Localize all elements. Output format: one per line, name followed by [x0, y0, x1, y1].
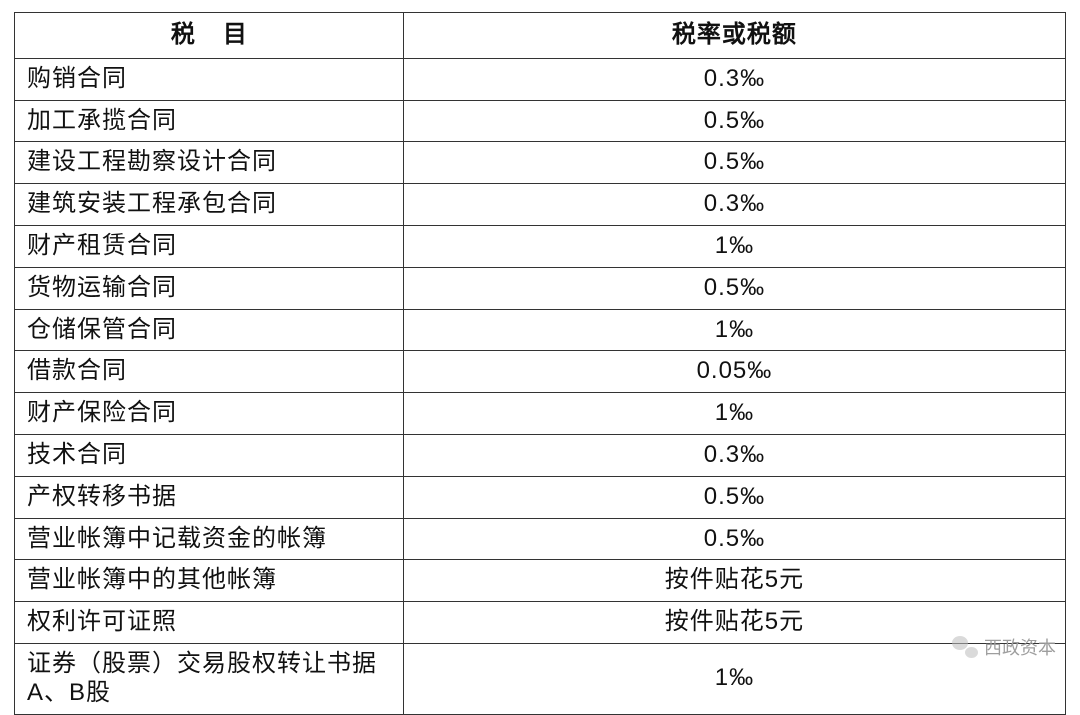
- tax-rate-table: 税目 税率或税额 购销合同0.3‰ 加工承揽合同0.5‰ 建设工程勘察设计合同0…: [14, 12, 1066, 715]
- cell-rate: 0.5‰: [403, 267, 1065, 309]
- cell-item: 技术合同: [15, 434, 404, 476]
- table-row: 财产租赁合同1‰: [15, 225, 1066, 267]
- table-body: 购销合同0.3‰ 加工承揽合同0.5‰ 建设工程勘察设计合同0.5‰ 建筑安装工…: [15, 58, 1066, 714]
- cell-rate: 0.3‰: [403, 434, 1065, 476]
- col-header-item: 税目: [15, 13, 404, 59]
- table-row: 证券（股票）交易股权转让书据A、B股1‰: [15, 643, 1066, 714]
- cell-rate: 0.5‰: [403, 518, 1065, 560]
- table-row: 仓储保管合同1‰: [15, 309, 1066, 351]
- cell-item: 借款合同: [15, 351, 404, 393]
- cell-item: 财产租赁合同: [15, 225, 404, 267]
- cell-rate: 0.3‰: [403, 58, 1065, 100]
- table-row: 加工承揽合同0.5‰: [15, 100, 1066, 142]
- cell-item: 建设工程勘察设计合同: [15, 142, 404, 184]
- table-row: 权利许可证照按件贴花5元: [15, 602, 1066, 644]
- table-row: 营业帐簿中的其他帐簿按件贴花5元: [15, 560, 1066, 602]
- table-row: 建筑安装工程承包合同0.3‰: [15, 184, 1066, 226]
- cell-rate: 0.3‰: [403, 184, 1065, 226]
- cell-rate: 1‰: [403, 225, 1065, 267]
- cell-rate: 1‰: [403, 393, 1065, 435]
- cell-rate: 0.05‰: [403, 351, 1065, 393]
- cell-item: 营业帐簿中的其他帐簿: [15, 560, 404, 602]
- col-header-rate: 税率或税额: [403, 13, 1065, 59]
- cell-item: 加工承揽合同: [15, 100, 404, 142]
- table-row: 购销合同0.3‰: [15, 58, 1066, 100]
- cell-item: 仓储保管合同: [15, 309, 404, 351]
- table-row: 技术合同0.3‰: [15, 434, 1066, 476]
- cell-item: 权利许可证照: [15, 602, 404, 644]
- cell-rate: 1‰: [403, 309, 1065, 351]
- table-row: 财产保险合同1‰: [15, 393, 1066, 435]
- cell-item: 产权转移书据: [15, 476, 404, 518]
- cell-item: 证券（股票）交易股权转让书据A、B股: [15, 643, 404, 714]
- table-row: 货物运输合同0.5‰: [15, 267, 1066, 309]
- cell-rate: 0.5‰: [403, 100, 1065, 142]
- cell-item: 建筑安装工程承包合同: [15, 184, 404, 226]
- table-row: 营业帐簿中记载资金的帐簿0.5‰: [15, 518, 1066, 560]
- table-header-row: 税目 税率或税额: [15, 13, 1066, 59]
- cell-rate: 1‰: [403, 643, 1065, 714]
- table-row: 借款合同0.05‰: [15, 351, 1066, 393]
- cell-item: 营业帐簿中记载资金的帐簿: [15, 518, 404, 560]
- cell-item: 货物运输合同: [15, 267, 404, 309]
- cell-rate: 按件贴花5元: [403, 602, 1065, 644]
- cell-rate: 按件贴花5元: [403, 560, 1065, 602]
- cell-rate: 0.5‰: [403, 142, 1065, 184]
- table-row: 建设工程勘察设计合同0.5‰: [15, 142, 1066, 184]
- cell-item: 购销合同: [15, 58, 404, 100]
- table-row: 产权转移书据0.5‰: [15, 476, 1066, 518]
- cell-item: 财产保险合同: [15, 393, 404, 435]
- cell-rate: 0.5‰: [403, 476, 1065, 518]
